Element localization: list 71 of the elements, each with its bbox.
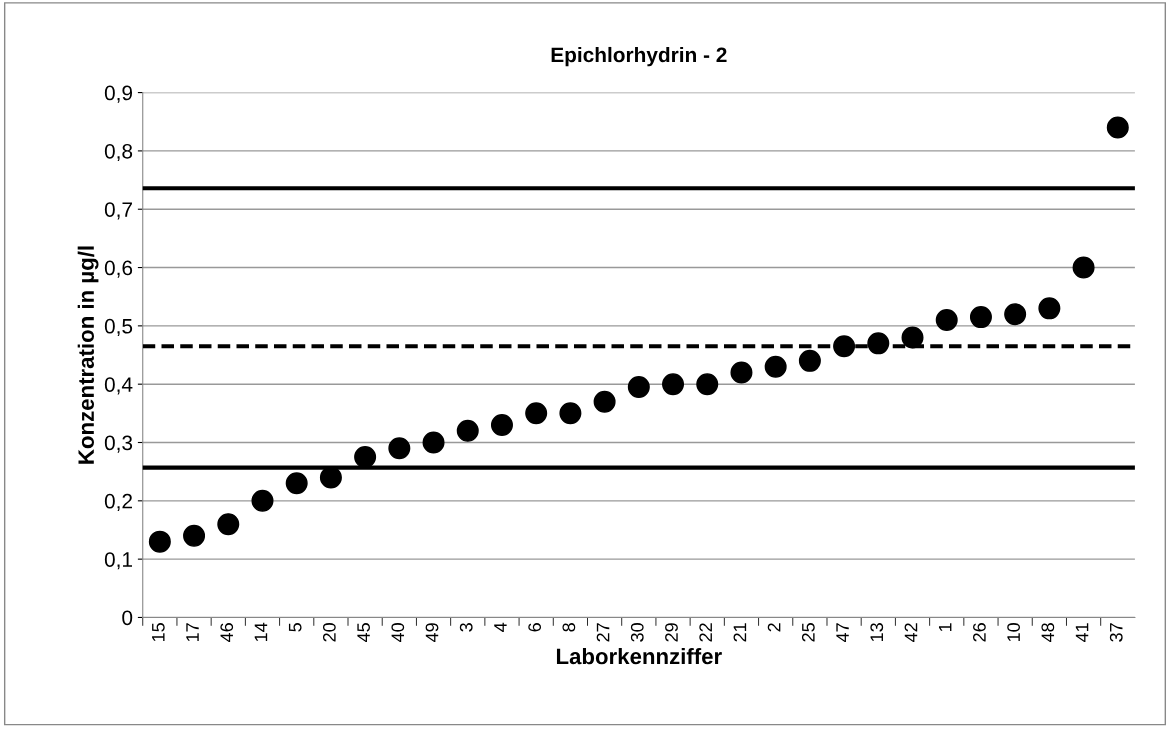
x-tick-label: 22 [699,623,712,642]
x-tick-label: 47 [836,623,849,642]
point [730,361,753,384]
point [354,446,377,469]
x-tick-label: 2 [767,623,781,632]
x-tick-label: 1 [938,623,952,631]
x-tick-label: 8 [562,623,576,632]
x-tick-label: 40 [391,623,405,642]
y-tick-label: 0,7 [104,202,132,220]
x-tick-label: 30 [630,623,644,642]
x-tick-label: 25 [801,623,815,642]
point [798,349,821,372]
point [1072,256,1095,279]
point [319,466,342,489]
point [969,306,992,329]
x-tick-label: 42 [904,623,918,642]
x-tick-label: 10 [1007,623,1020,642]
x-tick-label: 45 [357,623,370,642]
point [1038,297,1061,320]
x-tick-label: 48 [1041,623,1055,642]
x-tick-label: 13 [870,623,884,642]
y-tick-label: 0 [122,610,133,626]
point [593,390,616,413]
x-tick-label: 4 [494,622,507,632]
point [183,524,206,547]
point [217,513,240,536]
point [935,309,958,332]
point [251,489,274,512]
y-tick-label: 0,9 [104,85,133,103]
point [525,402,548,425]
y-tick-label: 0,1 [104,552,132,570]
y-tick-label: 0,2 [104,493,132,512]
y-tick-label: 0,4 [104,377,133,395]
x-tick-label: 20 [322,623,336,642]
y-tick-label: 0,6 [104,260,133,278]
point [901,326,924,349]
point [1004,303,1027,326]
chart-title: Epichlorhydrin - 2 [551,46,727,67]
point [627,376,650,399]
point [388,437,411,460]
point [559,402,582,425]
y-axis-title: Konzentration in µg/l [77,246,99,464]
x-tick-label: 21 [733,623,747,642]
point [1106,116,1129,139]
x-tick-label: 17 [186,623,199,642]
point [285,472,308,495]
x-tick-label: 14 [254,622,268,642]
x-tick-label: 49 [425,623,439,642]
point [696,373,719,396]
x-tick-label: 15 [152,623,165,642]
x-tick-label: 27 [596,623,610,642]
y-tick-label: 0,8 [104,143,133,162]
point [456,419,479,442]
x-tick-label: 41 [1075,623,1089,642]
point [764,355,787,378]
x-tick-label: 6 [528,623,542,632]
y-tick-label: 0,5 [104,318,133,337]
point [422,431,445,454]
point [490,414,513,437]
point [148,530,171,553]
x-tick-label: 3 [459,623,473,632]
x-tick-label: 5 [288,623,302,632]
point [833,335,856,358]
point [867,332,890,355]
x-tick-label: 29 [665,623,678,642]
y-tick-label: 0,3 [104,435,133,453]
x-axis-title: Laborkennziffer [556,647,722,665]
x-tick-label: 37 [1109,623,1123,642]
x-tick-label: 46 [220,623,234,642]
point [662,373,685,396]
x-tick-label: 26 [973,623,986,642]
